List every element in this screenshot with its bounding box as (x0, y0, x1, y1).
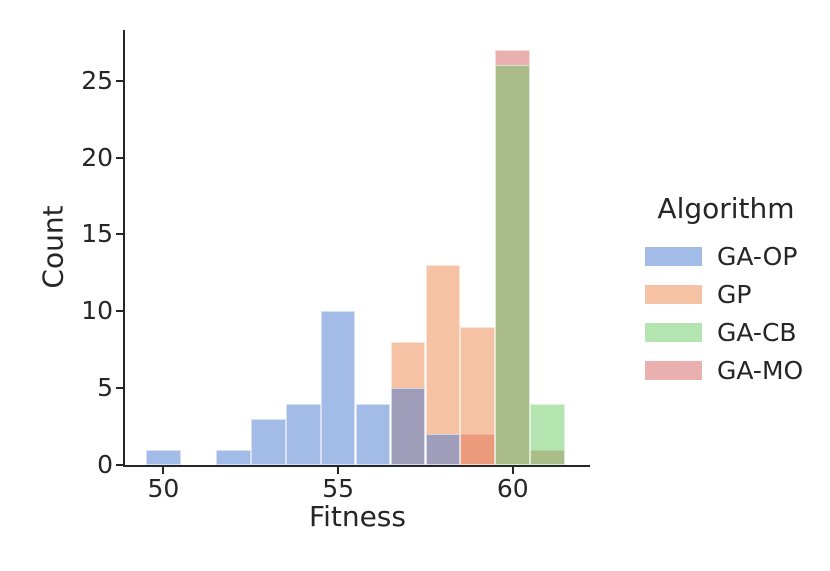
histogram-bar-ga-op-56 (355, 403, 391, 465)
x-tick-label: 50 (147, 474, 180, 503)
x-tick (511, 467, 514, 474)
y-tick (116, 79, 123, 82)
y-tick (116, 310, 123, 313)
y-tick-label: 0 (97, 450, 113, 479)
y-axis-spine (123, 30, 125, 467)
histogram-bar-ga-op-57 (390, 388, 426, 465)
x-tick (337, 467, 340, 474)
y-tick-label: 10 (81, 296, 113, 326)
x-tick-label: 55 (322, 474, 354, 503)
legend-item-ga-op: GA-OP (645, 237, 807, 275)
x-tick (162, 467, 165, 474)
y-tick (116, 464, 123, 466)
histogram-bar-ga-op-50 (146, 449, 181, 465)
histogram-bar-ga-cb-60 (495, 65, 531, 465)
histogram-bar-ga-op-54 (285, 403, 321, 465)
legend-swatch-ga-cb (645, 322, 702, 342)
y-tick (116, 233, 123, 236)
histogram-bar-ga-op-55 (320, 311, 356, 465)
legend-title: Algorithm (657, 192, 795, 225)
y-tick (116, 387, 123, 390)
legend-swatch-ga-mo (645, 360, 702, 380)
x-axis-label: Fitness (309, 500, 406, 533)
legend-label-ga-mo: GA-MO (717, 355, 804, 385)
legend-label-gp: GP (717, 279, 752, 309)
histogram-bar-gp-58 (425, 265, 461, 465)
legend-item-ga-cb: GA-CB (645, 313, 807, 351)
legend-swatch-ga-op (645, 246, 702, 266)
y-tick-label: 25 (81, 65, 113, 95)
y-tick-label: 20 (81, 142, 113, 172)
histogram-bar-ga-op-58 (425, 434, 461, 465)
histogram-bar-gp-59 (460, 326, 496, 465)
x-axis-spine (123, 465, 590, 467)
y-tick-label: 5 (97, 373, 113, 403)
legend-items: GA-OP GP GA-CB GA-MO (645, 237, 807, 389)
x-tick-label: 60 (496, 474, 529, 503)
legend-swatch-gp (645, 284, 702, 304)
plot-area: 50 55 60 0 5 10 15 20 25 (81, 30, 590, 503)
legend-item-gp: GP (645, 275, 807, 313)
legend-label-ga-cb: GA-CB (717, 317, 797, 347)
legend-label-ga-op: GA-OP (717, 241, 798, 271)
legend-item-ga-mo: GA-MO (645, 351, 807, 389)
histogram-bar-ga-op-52 (215, 449, 251, 465)
y-tick-label: 15 (81, 219, 113, 249)
histogram-bar-ga-op-53 (250, 418, 286, 465)
y-tick (116, 156, 123, 159)
histogram-bar-ga-cb-61 (530, 403, 566, 465)
legend: Algorithm GA-OP GP GA-CB GA-MO (645, 192, 807, 389)
